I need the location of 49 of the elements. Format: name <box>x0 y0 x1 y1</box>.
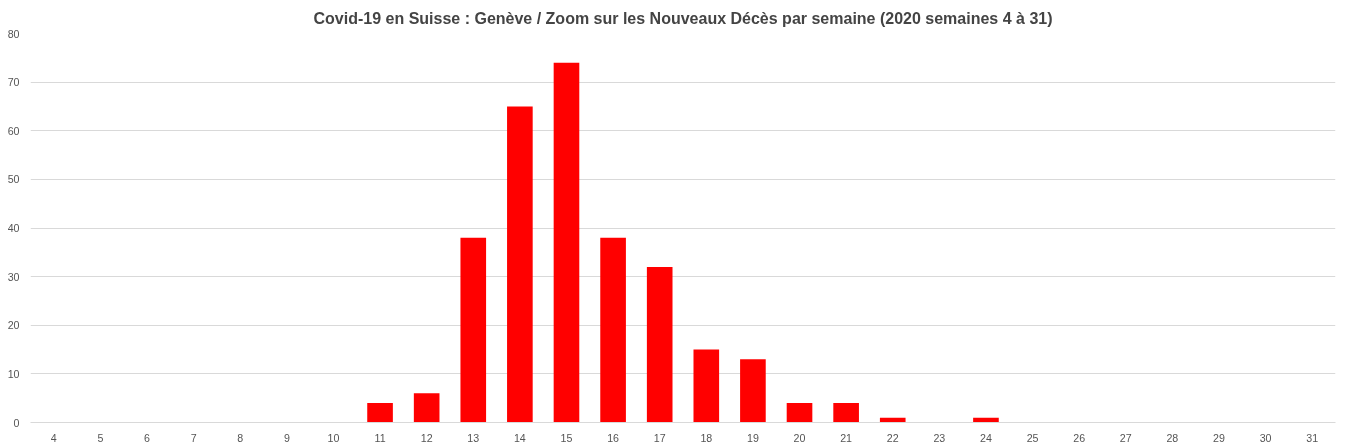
x-tick-label: 15 <box>560 431 573 444</box>
bar <box>367 403 393 423</box>
x-tick-label: 8 <box>237 431 244 444</box>
x-tick-label: 27 <box>1119 431 1132 444</box>
y-tick-label: 30 <box>7 270 20 283</box>
y-tick-label: 80 <box>7 27 20 40</box>
x-tick-label: 19 <box>746 431 759 444</box>
chart-title: Covid-19 en Suisse : Genève / Zoom sur les Nouveaux Décès par semaine (2020 semaines 4 à 31) <box>313 9 1053 27</box>
y-tick-label: 50 <box>7 173 20 186</box>
x-tick-label: 31 <box>1306 431 1319 444</box>
x-tick-label: 17 <box>653 431 666 444</box>
y-tick-label: 70 <box>7 76 20 89</box>
x-tick-label: 16 <box>607 431 620 444</box>
bar <box>740 359 766 423</box>
y-tick-label: 20 <box>7 319 20 332</box>
x-tick-label: 18 <box>700 431 713 444</box>
x-tick-label: 25 <box>1026 431 1039 444</box>
x-tick-label: 24 <box>980 431 992 444</box>
x-tick-label: 21 <box>840 431 853 444</box>
y-tick-label: 0 <box>13 416 20 429</box>
x-tick-label: 26 <box>1073 431 1086 444</box>
x-tick-label: 29 <box>1213 431 1225 444</box>
x-tick-label: 6 <box>144 431 151 444</box>
x-tick-label: 5 <box>97 431 104 444</box>
x-tick-label: 12 <box>420 431 433 444</box>
x-tick-label: 30 <box>1259 431 1272 444</box>
y-tick-label: 10 <box>7 367 20 380</box>
bar <box>413 393 440 423</box>
x-tick-label: 4 <box>50 431 57 444</box>
y-tick-label: 40 <box>7 222 20 234</box>
y-tick-label: 60 <box>7 124 20 137</box>
x-tick-label: 23 <box>933 431 946 444</box>
bar <box>507 106 533 423</box>
x-tick-label: 10 <box>327 431 340 444</box>
x-tick-label: 20 <box>793 431 806 444</box>
x-tick-label: 9 <box>283 431 290 444</box>
x-tick-label: 13 <box>467 431 480 444</box>
x-tick-label: 22 <box>886 431 899 444</box>
x-tick-label: 11 <box>374 431 386 444</box>
bar <box>553 62 580 423</box>
x-tick-label: 7 <box>190 431 197 444</box>
bar <box>600 237 626 423</box>
bar <box>693 349 720 423</box>
bar <box>646 266 673 423</box>
x-tick-label: 14 <box>513 431 526 444</box>
bar <box>460 237 487 423</box>
bar <box>833 403 859 423</box>
bar <box>786 403 813 423</box>
x-tick-label: 28 <box>1166 431 1179 444</box>
